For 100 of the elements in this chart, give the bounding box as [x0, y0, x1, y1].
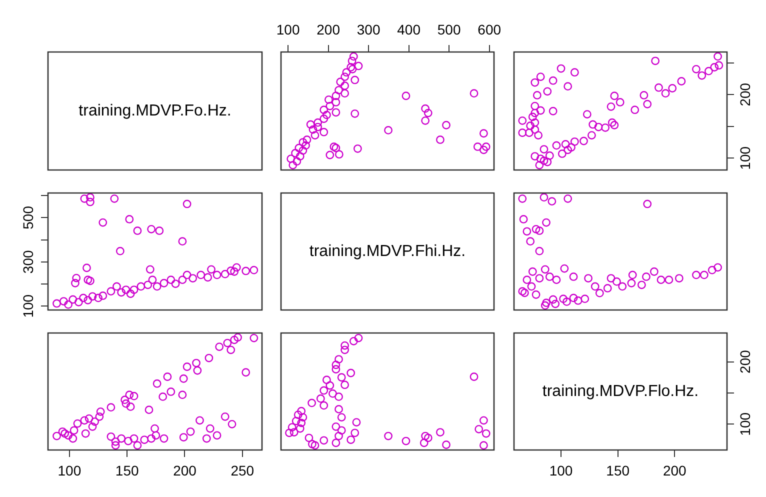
- point: [60, 429, 70, 438]
- point: [310, 441, 320, 450]
- point: [302, 136, 312, 144]
- point: [606, 102, 616, 111]
- point: [81, 429, 90, 438]
- point: [436, 428, 444, 436]
- point: [534, 131, 543, 140]
- point: [470, 372, 478, 381]
- point: [130, 286, 138, 294]
- point: [234, 333, 242, 342]
- point: [350, 109, 360, 118]
- point: [330, 142, 338, 151]
- point: [610, 92, 619, 100]
- x-tick-label: 400: [397, 21, 421, 38]
- point: [530, 152, 540, 160]
- point: [346, 436, 356, 444]
- point: [88, 422, 97, 431]
- point: [561, 140, 570, 148]
- point: [580, 136, 588, 146]
- point: [564, 82, 572, 91]
- point: [700, 270, 708, 280]
- point: [627, 278, 636, 288]
- point: [473, 142, 482, 151]
- point: [420, 438, 428, 448]
- point: [59, 297, 68, 306]
- point: [207, 265, 216, 274]
- point: [588, 131, 596, 140]
- x-tick-label: 600: [478, 21, 502, 38]
- point: [664, 276, 674, 284]
- point: [340, 380, 350, 390]
- x-tick-label: 200: [316, 21, 340, 38]
- point: [70, 426, 78, 435]
- point: [346, 368, 356, 378]
- point: [64, 431, 72, 440]
- point: [584, 274, 592, 282]
- point: [328, 389, 337, 398]
- point: [230, 336, 239, 344]
- point: [186, 427, 195, 436]
- point: [290, 428, 298, 436]
- point: [144, 406, 154, 414]
- point: [192, 358, 200, 368]
- point: [551, 300, 560, 308]
- point: [479, 129, 488, 138]
- y-tick-label: 300: [20, 250, 36, 274]
- point: [610, 120, 619, 130]
- point: [302, 141, 310, 150]
- point: [540, 301, 550, 310]
- point: [532, 290, 540, 299]
- point: [527, 282, 536, 291]
- point: [352, 418, 361, 426]
- point: [424, 434, 432, 442]
- point: [242, 368, 250, 377]
- point: [540, 265, 550, 274]
- point: [562, 298, 571, 306]
- point: [470, 89, 478, 98]
- point: [340, 89, 350, 98]
- point: [526, 237, 535, 246]
- point: [285, 428, 294, 438]
- point: [643, 100, 652, 108]
- point: [570, 68, 579, 77]
- point: [384, 432, 392, 440]
- point: [588, 120, 598, 129]
- point: [86, 198, 94, 206]
- point: [479, 441, 488, 450]
- point: [171, 280, 180, 288]
- point: [349, 336, 358, 346]
- point: [297, 406, 306, 416]
- point: [616, 98, 624, 106]
- point: [292, 416, 300, 426]
- point: [528, 112, 537, 122]
- x-tick-label: 250: [230, 462, 254, 478]
- point: [528, 267, 537, 276]
- point: [320, 401, 328, 410]
- point: [640, 91, 648, 100]
- point: [692, 270, 700, 280]
- point: [384, 126, 392, 134]
- point: [84, 276, 92, 284]
- point: [206, 424, 214, 433]
- point: [519, 215, 528, 224]
- point: [124, 436, 132, 446]
- point: [163, 372, 172, 381]
- point: [146, 265, 154, 274]
- point: [73, 419, 82, 428]
- point: [52, 432, 61, 440]
- point: [612, 277, 621, 286]
- point: [298, 413, 308, 422]
- x-tick-label: 500: [437, 21, 461, 38]
- point: [147, 434, 156, 443]
- point: [82, 264, 91, 272]
- point: [223, 338, 232, 348]
- point: [80, 416, 89, 425]
- point: [540, 193, 548, 202]
- point: [559, 294, 568, 304]
- point: [350, 76, 360, 84]
- point: [296, 152, 304, 160]
- point: [608, 118, 616, 127]
- point: [126, 290, 135, 298]
- point: [226, 346, 236, 354]
- point: [334, 86, 343, 94]
- point: [704, 66, 713, 76]
